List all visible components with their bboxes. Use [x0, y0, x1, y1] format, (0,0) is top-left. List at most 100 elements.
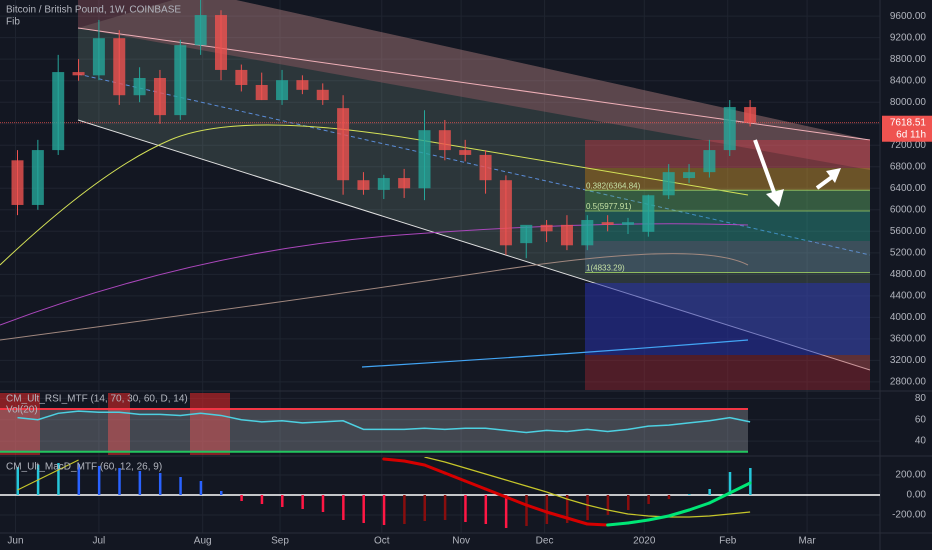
fib-label: 0.382(6364.84) — [586, 181, 641, 190]
indicator-title: CM_Ult_RSI_MTF (14, 70, 30, 60, D, 14) — [6, 394, 188, 405]
candle-body — [560, 224, 573, 246]
histogram-bar — [749, 468, 752, 495]
candle-body — [703, 150, 716, 173]
ma-line — [0, 124, 749, 266]
candle-body — [499, 180, 512, 246]
histogram-bar — [281, 495, 284, 507]
y-tick-label: 9200.00 — [890, 32, 927, 43]
candle-body — [683, 172, 696, 179]
candle-body — [92, 38, 105, 76]
histogram-bar — [525, 495, 528, 526]
arrow — [753, 139, 777, 196]
macd-line — [504, 495, 528, 507]
macd-line — [585, 522, 610, 527]
histogram-bar — [443, 495, 447, 520]
channel-line — [77, 27, 871, 141]
fib-label: 1(4833.29) — [586, 264, 625, 273]
candle-body — [52, 72, 65, 151]
candle-body — [316, 89, 329, 101]
candle-body — [174, 45, 187, 116]
candle-body — [153, 78, 166, 116]
candle-body — [255, 84, 268, 101]
candle-body — [133, 78, 146, 96]
macd-line — [443, 471, 467, 483]
channel — [78, 0, 870, 370]
fib-zone — [585, 168, 870, 190]
candle-body — [215, 15, 227, 70]
macd-line — [667, 508, 691, 518]
y-tick-label: 5600.00 — [890, 226, 927, 237]
y-tick-label: 6000.00 — [890, 204, 927, 215]
candle-body — [540, 224, 553, 232]
candle-body — [744, 107, 757, 123]
macd-line — [524, 503, 549, 514]
price-tag-label: 7618.51 — [890, 117, 927, 128]
fib-zone — [585, 355, 870, 390]
histogram-bar — [484, 495, 488, 524]
y-tick-label: 5200.00 — [890, 247, 927, 258]
histogram-bar — [403, 495, 406, 524]
histogram-bar — [688, 494, 691, 495]
rsi-highlight — [190, 393, 230, 455]
channel-mid — [77, 73, 871, 256]
chart-title: Bitcoin / British Pound, 1W, COINBASE — [6, 5, 181, 16]
histogram-bar — [342, 495, 345, 520]
histogram-bar — [728, 472, 732, 495]
candle-body — [31, 150, 44, 205]
histogram-bar — [565, 495, 569, 523]
candle-body — [398, 178, 411, 189]
y-tick-label: 3600.00 — [890, 334, 927, 345]
macd-line — [423, 463, 447, 475]
candle-body — [479, 154, 492, 181]
macd-line — [565, 516, 589, 526]
y-tick-label: 200.00 — [895, 470, 926, 481]
histogram-bar — [667, 495, 671, 499]
x-tick-label: Mar — [798, 536, 816, 547]
candle-body — [581, 220, 594, 246]
histogram-bar — [464, 495, 467, 522]
y-tick-label: 4400.00 — [890, 291, 927, 302]
rsi-highlight — [0, 393, 40, 455]
indicator-title: Vol(20) — [6, 405, 38, 416]
y-tick-label: 2800.00 — [890, 377, 927, 388]
y-tick-label: 4800.00 — [890, 269, 927, 280]
x-tick-label: 2020 — [633, 536, 656, 547]
y-tick-label: 60 — [915, 414, 927, 425]
signal-line — [424, 457, 751, 518]
histogram-bar — [97, 466, 101, 495]
histogram-bar — [382, 495, 386, 525]
candle-body — [601, 222, 614, 225]
macd-line — [606, 521, 630, 527]
fib-label: 0.5(5977.91) — [586, 202, 632, 211]
rsi-band — [0, 409, 748, 452]
histogram-bar — [199, 481, 203, 495]
candle-body — [194, 15, 207, 46]
signal-line — [17, 459, 79, 491]
histogram-bar — [321, 495, 325, 512]
x-tick-label: Jun — [7, 536, 23, 547]
indicator-title: CM_Ult_MacD_MTF (60, 12, 26, 9) — [6, 462, 162, 473]
price-tag — [882, 115, 932, 142]
ma-line — [361, 339, 749, 368]
histogram-bar — [586, 495, 589, 520]
rsi-line — [17, 410, 751, 434]
candle-body — [418, 130, 431, 189]
candle-body — [459, 150, 472, 155]
arrow — [815, 175, 834, 190]
countdown-label: 6d 11h — [896, 129, 926, 140]
chart-subtitle: Fib — [6, 17, 20, 28]
x-tick-label: Nov — [452, 536, 470, 547]
candle-body — [723, 107, 736, 151]
histogram-bar — [179, 477, 182, 495]
candle-body — [622, 222, 634, 225]
y-tick-label: 8800.00 — [890, 54, 927, 65]
histogram-bar — [77, 464, 81, 495]
x-tick-label: Sep — [271, 536, 289, 547]
y-tick-label: 4000.00 — [890, 312, 927, 323]
histogram-bar — [240, 495, 243, 501]
candle-body — [337, 108, 350, 181]
y-tick-label: 40 — [915, 436, 927, 447]
y-tick-label: 8000.00 — [890, 97, 927, 108]
histogram-bar — [138, 471, 142, 495]
x-tick-label: Dec — [536, 536, 554, 547]
